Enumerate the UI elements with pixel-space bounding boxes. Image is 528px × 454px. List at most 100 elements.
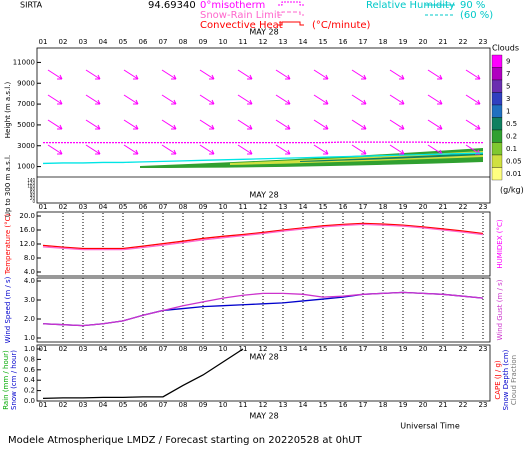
y-tick-label: 4.0: [24, 268, 35, 276]
wind-arrow: [275, 144, 291, 155]
colorbar-label: 9: [506, 57, 510, 65]
series-line: HUMIDEX: [42, 223, 484, 251]
hour-label: 07: [159, 345, 168, 353]
y-tick-label: 0.0: [24, 397, 35, 405]
y-tick-label: 0.4: [24, 376, 36, 384]
hour-label: 08: [179, 203, 188, 211]
wind-arrow: [47, 94, 63, 105]
hour-label: 03: [79, 203, 88, 211]
hour-label: 17: [359, 401, 368, 409]
hour-label: 06: [139, 38, 148, 46]
wind-arrow: [351, 69, 367, 80]
hour-label: 10: [219, 38, 228, 46]
hour-label: 18: [379, 203, 388, 211]
colorbar-label: 0.5: [506, 120, 517, 128]
series-line: Temperature: [42, 222, 484, 250]
hour-label: 13: [279, 401, 288, 409]
colorbar-label: 0.1: [506, 145, 517, 153]
isotherm-legend: 0°misotherm: [200, 0, 265, 11]
axis-title: Temperature (°C): [4, 214, 12, 276]
hour-label: 02: [59, 401, 68, 409]
wind-arrow: [313, 144, 329, 155]
y-tick-label: 9000: [17, 79, 35, 87]
wind-arrow: [85, 144, 101, 155]
wind-arrow: [123, 144, 139, 155]
wind-arrow: [313, 94, 329, 105]
hour-label: 13: [279, 203, 288, 211]
hour-label: 02: [59, 38, 68, 46]
y-tick-label-low: 40: [30, 193, 36, 198]
wind-arrow: [161, 119, 177, 130]
y-tick-label: 11000: [13, 58, 35, 66]
hour-label: 22: [459, 345, 468, 353]
hour-label: 10: [219, 401, 228, 409]
y-tick-label: 1.0: [24, 345, 35, 353]
legend-swatches: [278, 1, 455, 26]
y-tick-label-low: 60: [30, 190, 36, 195]
date-label: MAY 28: [249, 353, 278, 362]
hour-label: 23: [479, 203, 488, 211]
axis-title: Up to 300 m a.s.l.: [4, 155, 12, 217]
colorbar-swatch: [491, 154, 503, 168]
hour-label: 15: [319, 203, 328, 211]
y-tick-label: 4.0: [24, 277, 35, 285]
wind-arrow: [161, 144, 177, 155]
coords: 94.69340: [148, 0, 196, 11]
axis-title: Wind Speed (m / s): [4, 276, 12, 343]
wind-arrow: [161, 94, 177, 105]
axis-title: Snow (cm / hour): [10, 350, 18, 410]
hour-label: 19: [399, 401, 408, 409]
hour-label: 14: [299, 203, 308, 211]
rh-legend: Relative Humidity: [366, 0, 455, 11]
hour-label: 05: [119, 345, 128, 353]
hour-label: 13: [279, 38, 288, 46]
colorbar-label: 7: [506, 70, 510, 78]
hour-label: 03: [79, 38, 88, 46]
axis-title: Snow Depth (cm): [502, 349, 510, 410]
y-tick-label-low: 20: [30, 196, 36, 201]
hour-label: 07: [159, 203, 168, 211]
wind-arrow: [351, 94, 367, 105]
hour-label: 20: [419, 203, 428, 211]
hour-label: 01: [39, 203, 48, 211]
wind-arrow: [427, 94, 443, 105]
hour-label: 22: [459, 401, 468, 409]
hour-label: 16: [339, 203, 348, 211]
hour-label: 19: [399, 203, 408, 211]
hour-label: 20: [419, 401, 428, 409]
hour-label: 04: [99, 401, 108, 409]
y-tick-label: 3.0: [24, 296, 35, 304]
colorbar-swatch: [491, 142, 503, 156]
hour-label: 09: [199, 345, 208, 353]
y-tick-label: 20.0: [19, 212, 35, 220]
wind-arrow: [123, 69, 139, 80]
convective-legend: Convective Heat: [200, 20, 283, 31]
colorbar-swatch: [491, 54, 503, 68]
hour-label: 19: [399, 38, 408, 46]
hour-label: 12: [259, 401, 268, 409]
hour-label: 12: [259, 38, 268, 46]
date-label: MAY 28: [249, 191, 278, 200]
colorbar-label: 0.05: [506, 157, 522, 165]
hour-label: 09: [199, 38, 208, 46]
y-tick-label: 8.0: [24, 254, 35, 262]
wind-arrow: [199, 119, 215, 130]
hour-label: 01: [39, 401, 48, 409]
rh-high: 90 %: [460, 0, 485, 11]
hour-label: 06: [139, 203, 148, 211]
hour-label: 11: [239, 401, 248, 409]
hour-label: 23: [479, 401, 488, 409]
wind-arrow: [85, 119, 101, 130]
hour-label: 20: [419, 345, 428, 353]
hour-label: 15: [319, 345, 328, 353]
wind-arrow: [465, 94, 481, 105]
wind-arrow: [275, 94, 291, 105]
colorbar-label: 1: [506, 107, 510, 115]
hour-label: 16: [339, 38, 348, 46]
colorbar-swatch: [491, 67, 503, 81]
hour-label: 11: [239, 203, 248, 211]
wind-arrow: [237, 69, 253, 80]
hour-label: 01: [39, 38, 48, 46]
hour-label: 02: [59, 203, 68, 211]
